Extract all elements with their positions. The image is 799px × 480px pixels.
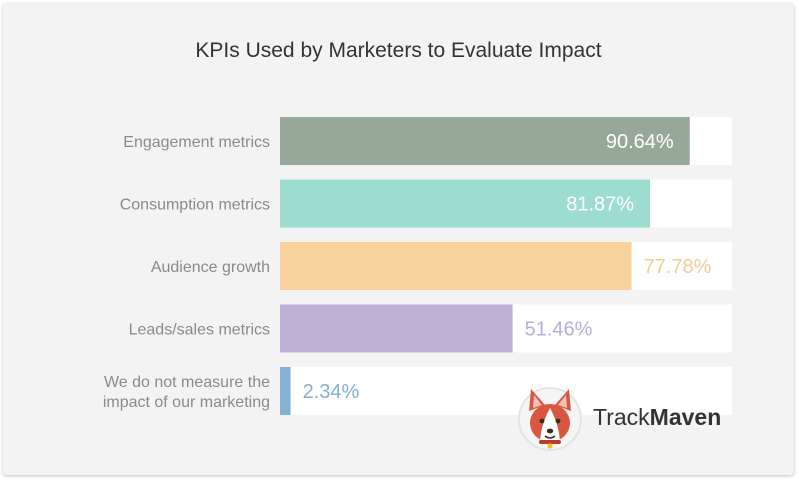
chart-card: KPIs Used by Marketers to Evaluate Impac…	[3, 3, 794, 475]
chart-title: KPIs Used by Marketers to Evaluate Impac…	[195, 39, 602, 62]
value-label: 51.46%	[525, 319, 593, 341]
trackmaven-logo: TrackMaven	[515, 381, 725, 453]
bar-track	[280, 367, 732, 415]
value-label: 77.78%	[644, 256, 712, 278]
value-label: 2.34%	[303, 381, 360, 403]
brand-name-part1: Track	[593, 404, 650, 430]
brand-name: TrackMaven	[593, 404, 721, 431]
bar	[280, 179, 651, 228]
value-label: 90.64%	[606, 131, 674, 153]
bar	[280, 367, 291, 415]
bar	[280, 304, 513, 353]
bar	[280, 242, 632, 290]
category-label: Engagement metrics	[123, 134, 270, 151]
category-label: Audience growth	[151, 259, 270, 276]
brand-name-part2: Maven	[649, 404, 722, 430]
corgi-mascot-icon	[518, 387, 582, 451]
category-label: We do not measure the	[104, 374, 270, 391]
bar	[280, 117, 690, 165]
category-label: impact of our marketing	[103, 394, 270, 411]
value-label: 81.87%	[566, 194, 634, 216]
category-label: Consumption metrics	[120, 197, 270, 214]
bar-chart: Engagement metrics 90.64% Consumption metr…	[103, 117, 732, 415]
category-label: Leads/sales metrics	[129, 322, 270, 339]
